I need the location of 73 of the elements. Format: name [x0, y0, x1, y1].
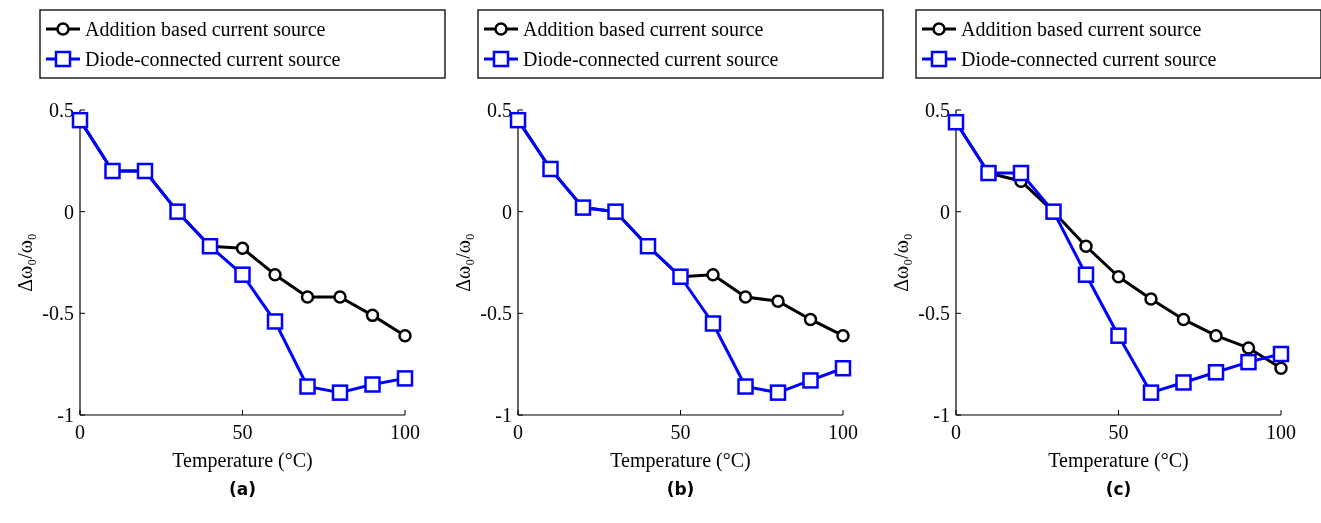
point	[1077, 266, 1095, 283]
point	[396, 370, 414, 387]
point	[737, 378, 754, 395]
y-label: Δω₀/ω₀	[14, 233, 36, 292]
y-tick: -0.5	[918, 302, 950, 325]
point	[1274, 361, 1288, 375]
point	[333, 290, 347, 304]
point	[1012, 164, 1030, 182]
y-tick: 0.5	[487, 99, 512, 121]
x-tick: 0	[513, 421, 523, 443]
point	[771, 294, 785, 308]
y-tick: 0.5	[49, 99, 74, 121]
point	[1142, 384, 1160, 401]
point	[234, 266, 251, 283]
x-tick: 0	[951, 421, 961, 443]
point	[1272, 345, 1290, 363]
point	[1209, 328, 1223, 343]
y-label: Δω₀/ω₀	[452, 233, 474, 292]
point	[1111, 269, 1126, 284]
point	[704, 315, 722, 332]
y-tick: -1	[933, 404, 950, 426]
x-label: Temperature (°C)	[1048, 449, 1189, 471]
x-tick: 50	[670, 421, 691, 443]
point	[1144, 292, 1158, 306]
point	[1175, 374, 1192, 391]
y-label: Δω₀/ω₀	[890, 233, 912, 292]
legend-label: Diode-connected current source	[85, 48, 341, 70]
point	[1110, 327, 1127, 344]
x-tick: 0	[75, 421, 85, 443]
point	[365, 308, 380, 323]
x-label: Temperature (°C)	[172, 449, 313, 471]
point	[834, 359, 852, 377]
point	[1079, 239, 1093, 253]
y-tick: 0	[64, 200, 74, 223]
point	[1240, 353, 1257, 371]
point	[706, 267, 720, 282]
point	[1241, 341, 1256, 355]
legend-label: Diode-connected current source	[523, 48, 779, 70]
point	[364, 376, 381, 393]
point	[803, 312, 818, 327]
point	[235, 241, 250, 256]
point	[738, 290, 753, 304]
point	[769, 384, 787, 401]
point	[398, 328, 412, 343]
legend-label: Addition based current source	[523, 18, 764, 40]
y-tick: -1	[57, 404, 74, 426]
point	[802, 372, 819, 389]
y-tick: -1	[495, 404, 512, 426]
caption: (a)	[229, 479, 256, 499]
point	[299, 378, 316, 395]
y-tick: -0.5	[42, 302, 74, 325]
point	[300, 290, 315, 304]
x-tick: 100	[390, 421, 420, 443]
caption: (b)	[666, 479, 695, 499]
point	[1176, 312, 1191, 327]
legend-label: Addition based current source	[961, 18, 1202, 40]
x-tick: 100	[828, 421, 858, 443]
point	[266, 313, 284, 330]
point	[331, 384, 349, 401]
point	[268, 267, 282, 282]
y-tick: 0.5	[925, 99, 950, 121]
caption: (c)	[1105, 479, 1132, 499]
x-label: Temperature (°C)	[610, 449, 751, 471]
x-tick: 50	[232, 421, 253, 443]
x-tick: 50	[1108, 421, 1129, 443]
legend-label: Addition based current source	[85, 18, 326, 40]
x-tick: 100	[1266, 421, 1296, 443]
legend-label: Diode-connected current source	[961, 48, 1217, 70]
point	[1207, 364, 1225, 381]
point	[836, 328, 850, 343]
y-tick: -0.5	[480, 302, 512, 325]
y-tick: 0	[502, 200, 512, 223]
y-tick: 0	[940, 200, 950, 223]
